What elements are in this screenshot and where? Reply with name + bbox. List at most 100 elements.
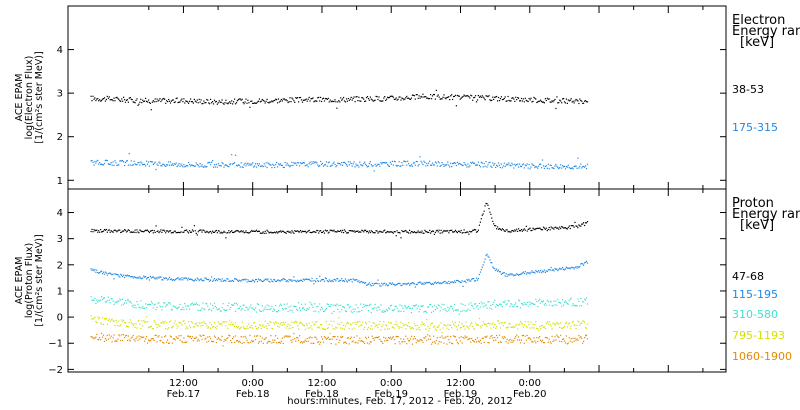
data-point (137, 276, 139, 278)
data-point (427, 334, 429, 336)
data-point (489, 307, 491, 309)
data-point (326, 337, 328, 339)
data-point (427, 97, 429, 99)
data-point (475, 231, 478, 233)
data-point (211, 276, 213, 278)
data-point (355, 323, 357, 326)
data-point (520, 322, 523, 324)
data-point (431, 343, 433, 345)
data-point (227, 305, 229, 307)
data-point (475, 306, 478, 308)
data-point (158, 325, 160, 327)
data-point (530, 302, 532, 304)
data-point (112, 273, 114, 275)
data-point (267, 341, 269, 343)
data-point (173, 279, 175, 281)
data-point (460, 303, 462, 305)
data-point (379, 321, 381, 323)
data-point (579, 225, 581, 227)
data-point (534, 229, 536, 231)
data-point (100, 271, 102, 273)
electron-ytick-label: 1 (57, 176, 63, 187)
data-point (470, 341, 472, 343)
data-point (516, 228, 518, 230)
data-point (435, 306, 437, 308)
data-point (472, 278, 474, 280)
data-point (431, 164, 433, 166)
data-point (190, 326, 192, 329)
data-point (522, 98, 524, 100)
data-point (234, 335, 237, 337)
data-point (205, 337, 207, 339)
data-point (154, 303, 156, 305)
data-point (572, 225, 574, 227)
data-point (402, 97, 404, 100)
data-point (183, 309, 185, 311)
data-point (220, 231, 222, 233)
data-point (196, 340, 198, 342)
data-point (351, 230, 353, 232)
data-point (165, 328, 167, 330)
data-point (495, 306, 497, 308)
data-point (336, 107, 338, 109)
data-point (396, 335, 398, 338)
data-point (540, 228, 542, 230)
data-point (441, 303, 443, 305)
data-point (146, 304, 149, 306)
data-point (163, 322, 165, 324)
data-point (376, 96, 378, 98)
data-point (233, 162, 235, 165)
data-point (423, 96, 425, 98)
data-point (365, 305, 368, 307)
data-point (110, 162, 112, 164)
data-point (429, 327, 431, 329)
data-point (212, 341, 214, 343)
data-point (527, 228, 529, 230)
data-point (367, 98, 370, 100)
data-point (279, 100, 282, 102)
data-point (363, 231, 365, 233)
data-point (223, 279, 225, 282)
data-point (418, 340, 420, 342)
data-point (500, 273, 502, 275)
data-point (391, 326, 393, 328)
data-point (583, 320, 585, 322)
data-point (425, 165, 427, 167)
data-point (533, 327, 535, 329)
data-point (416, 307, 418, 310)
data-point (546, 321, 548, 323)
data-point (543, 102, 545, 104)
data-point (211, 232, 213, 234)
data-point (545, 270, 547, 272)
data-point (109, 163, 111, 165)
data-point (518, 336, 520, 338)
data-point (294, 163, 296, 165)
data-point (312, 306, 314, 308)
proton-plot-frame (67, 188, 727, 373)
data-point (572, 267, 574, 269)
data-point (309, 301, 311, 303)
data-point (368, 162, 370, 165)
data-point (250, 100, 252, 102)
data-point (519, 230, 521, 232)
data-point (182, 231, 184, 233)
data-point (121, 334, 123, 336)
data-point (567, 342, 569, 344)
data-point (387, 339, 389, 341)
data-point (141, 230, 143, 233)
data-point (95, 229, 97, 231)
data-point (424, 96, 426, 98)
data-point (118, 98, 120, 101)
data-point (289, 324, 291, 326)
data-point (420, 160, 422, 162)
data-point (450, 335, 452, 338)
data-point (287, 336, 289, 338)
data-point (386, 325, 388, 327)
data-point (499, 98, 501, 100)
data-point (350, 163, 352, 165)
data-point (268, 280, 270, 282)
data-point (135, 277, 137, 279)
data-point (137, 231, 139, 233)
data-point (105, 98, 107, 101)
data-point (234, 162, 236, 164)
